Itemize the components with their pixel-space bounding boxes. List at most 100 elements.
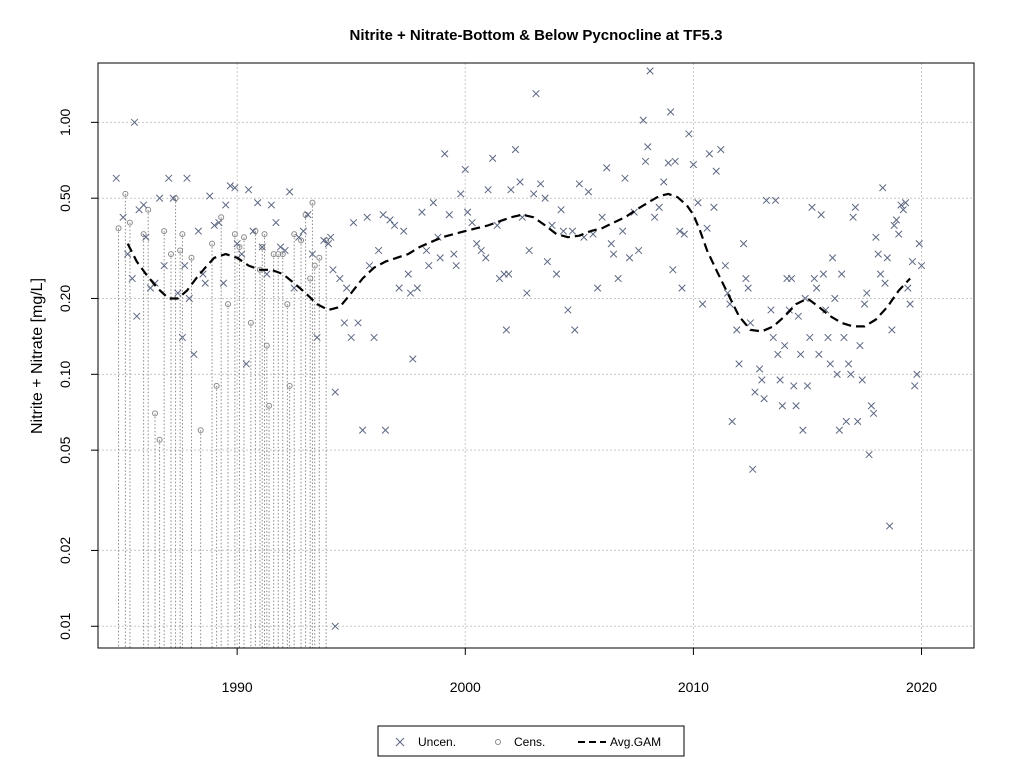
uncensored-point xyxy=(721,261,729,270)
uncensored-point xyxy=(404,270,412,278)
uncensored-point xyxy=(680,230,688,238)
uncensored-point xyxy=(231,184,239,192)
legend-uncen-marker xyxy=(395,737,405,747)
uncensored-point xyxy=(281,246,289,255)
censored-point xyxy=(188,254,195,261)
uncensored-point xyxy=(206,192,214,200)
uncensored-point xyxy=(536,180,545,188)
uncensored-point xyxy=(119,213,127,221)
uncensored-point xyxy=(790,382,798,390)
censored-point xyxy=(286,382,293,389)
uncensored-point xyxy=(890,221,898,230)
uncensored-point xyxy=(139,201,148,209)
legend-box xyxy=(377,725,685,757)
uncensored-point xyxy=(856,341,864,350)
legend-gam-label: Avg.GAM xyxy=(610,735,661,749)
censored-point xyxy=(122,190,129,197)
legend-cens-label: Cens. xyxy=(514,735,545,749)
uncensored-point xyxy=(758,376,766,384)
censored-point xyxy=(168,251,174,258)
uncensored-point xyxy=(817,211,825,219)
uncensored-point xyxy=(828,254,837,262)
uncensored-point xyxy=(390,221,399,230)
uncensored-point xyxy=(666,108,675,116)
censored-point xyxy=(311,262,318,269)
uncensored-point xyxy=(363,213,371,221)
uncensored-point xyxy=(892,216,901,224)
uncensored-point xyxy=(190,350,198,359)
uncensored-point xyxy=(450,250,458,258)
uncensored-point xyxy=(749,465,757,473)
legend: Uncen. Cens. Avg.GAM xyxy=(377,725,685,757)
censored-point xyxy=(177,247,184,254)
uncensored-point xyxy=(808,203,816,211)
uncensored-point xyxy=(904,284,912,292)
uncensored-point xyxy=(881,279,889,287)
uncensored-point xyxy=(400,227,408,235)
censored-point xyxy=(140,231,147,238)
censored-point xyxy=(279,251,286,258)
uncensored-point xyxy=(858,376,866,384)
uncensored-point xyxy=(733,326,741,334)
uncensored-point xyxy=(646,67,654,75)
uncensored-point xyxy=(710,203,718,211)
plot-frame xyxy=(97,62,975,649)
uncensored-point xyxy=(844,360,853,368)
x-tick-label: 1990 xyxy=(222,679,253,695)
uncensored-point xyxy=(847,370,855,378)
uncensored-point xyxy=(552,270,561,278)
uncensored-point xyxy=(863,289,871,297)
uncensored-point xyxy=(751,388,759,396)
uncensored-point xyxy=(760,395,768,403)
censored-point xyxy=(307,275,314,282)
uncensored-point xyxy=(799,426,807,434)
censored-point xyxy=(209,240,216,247)
uncensored-point xyxy=(895,230,903,238)
uncensored-point xyxy=(511,145,520,154)
uncensored-point xyxy=(911,382,919,390)
uncensored-point xyxy=(160,261,168,270)
uncensored-point xyxy=(641,157,650,166)
censored-series xyxy=(115,190,330,648)
uncensored-point xyxy=(842,417,850,426)
uncensored-point xyxy=(557,206,565,214)
uncensored-point xyxy=(778,402,787,410)
uncensored-point xyxy=(901,199,910,207)
uncensored-point xyxy=(865,450,873,459)
uncensored-point xyxy=(876,270,885,278)
uncensored-point xyxy=(329,266,337,274)
x-tick-label: 2010 xyxy=(678,679,709,695)
uncensored-point xyxy=(669,266,677,274)
uncensored-point xyxy=(854,417,862,426)
uncensored-point xyxy=(374,246,383,255)
uncensored-point xyxy=(379,211,387,219)
uncensored-point xyxy=(888,326,896,334)
uncensored-point xyxy=(746,319,755,327)
uncensored-point xyxy=(607,240,615,248)
uncensored-point xyxy=(406,289,415,297)
uncensored-point xyxy=(349,218,358,227)
uncensored-point xyxy=(133,312,141,320)
uncensored-point xyxy=(824,333,832,342)
uncensored-point xyxy=(762,196,771,205)
uncensored-point xyxy=(263,270,271,278)
uncensored-point xyxy=(787,274,796,283)
uncensored-point xyxy=(155,194,164,202)
uncensored-point xyxy=(712,167,720,175)
uncensored-point xyxy=(461,165,469,174)
censored-point xyxy=(241,234,247,241)
uncensored-point xyxy=(504,270,513,278)
uncensored-point xyxy=(609,250,618,258)
uncensored-point xyxy=(917,261,926,270)
uncensored-point xyxy=(735,360,743,368)
uncensored-point xyxy=(343,284,351,292)
uncensored-point xyxy=(705,150,714,158)
uncensored-point xyxy=(381,426,390,434)
uncensored-point xyxy=(908,257,917,266)
uncensored-point xyxy=(584,188,593,196)
uncensored-point xyxy=(685,130,693,138)
uncensored-point xyxy=(703,224,711,232)
uncensored-point xyxy=(571,326,579,334)
uncensored-point xyxy=(742,274,750,283)
